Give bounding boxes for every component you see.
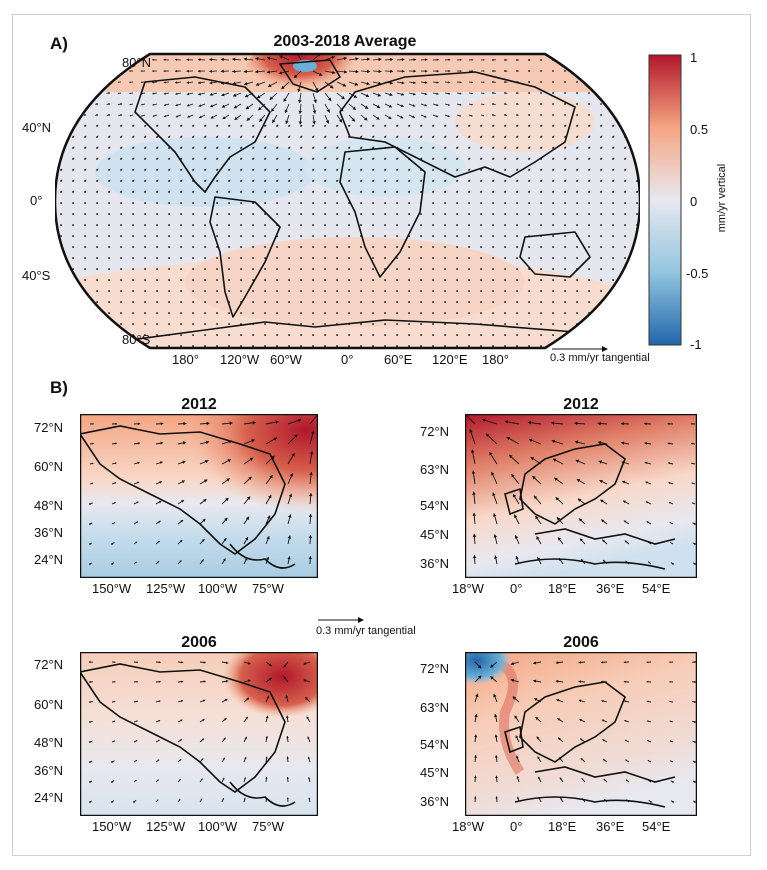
lat-label-40s: 40°S [22,268,51,283]
eu12-lat-54: 54°N [420,498,450,513]
eu12-lon-18w: 18°W [452,581,484,596]
lon-label-0: 0° [341,352,354,367]
na12-lon-125w: 125°W [146,581,186,596]
eu12-lat-45: 45°N [420,527,450,542]
na06-lat-36: 36°N [34,763,64,778]
eu12-lat-36: 36°N [420,556,450,571]
na06-lon-75w: 75°W [252,819,284,834]
na-2012-vector-field [89,414,318,565]
lon-label-60e: 60°E [384,352,413,367]
na12-lat-60: 60°N [34,459,64,474]
na-2012-title: 2012 [181,396,217,413]
eu12-lat-72: 72°N [420,424,450,439]
lat-label-80n: 80°N [122,55,152,70]
eu06-lat-45: 45°N [420,765,450,780]
eu06-lat-36: 36°N [420,794,450,809]
eu06-lat-72: 72°N [420,661,450,676]
eu-2006-title: 2006 [563,634,599,651]
eu06-lon-18w: 18°W [452,819,484,834]
panel-a-title: 2003-2018 Average [273,33,417,50]
lat-label-0: 0° [30,193,43,208]
na-2006-vector-field [89,661,311,803]
eu06-lon-0: 0° [510,819,523,834]
colorbar-tick-neg0.5: -0.5 [686,266,709,281]
na12-lat-24: 24°N [34,552,64,567]
world-map [55,52,640,350]
na12-lon-150w: 150°W [92,581,132,596]
eu12-lat-63: 63°N [420,462,450,477]
lon-label-120e: 120°E [432,352,468,367]
lat-label-40n: 40°N [22,120,52,135]
na06-lat-60: 60°N [34,697,64,712]
legend-arrow-mid [318,617,364,623]
eu12-lon-36e: 36°E [596,581,625,596]
na06-lat-72: 72°N [34,657,64,672]
eu06-lon-36e: 36°E [596,819,625,834]
panel-a-letter: A) [50,34,68,53]
eu06-lon-54e: 54°E [642,819,671,834]
eu-2012-title: 2012 [563,396,599,413]
eu06-lon-18e: 18°E [548,819,577,834]
colorbar-label: mm/yr vertical [716,163,728,233]
colorbar-tick-0.5: 0.5 [690,122,709,137]
colorbar-tick-neg1: -1 [690,337,702,352]
map-na-2006 [80,652,318,816]
map-eu-2012 [465,414,697,578]
na12-lat-72: 72°N [34,420,64,435]
na12-lon-100w: 100°W [198,581,238,596]
figure-frame [12,14,751,856]
na06-lon-150w: 150°W [92,819,132,834]
lon-label-180e: 180° [482,352,509,367]
na06-lat-48: 48°N [34,735,64,750]
legend-arrow-top [552,346,608,352]
lon-label-60w: 60°W [270,352,302,367]
na-2006-title: 2006 [181,634,217,651]
colorbar [648,54,682,346]
na06-lon-125w: 125°W [146,819,186,834]
na06-lat-24: 24°N [34,790,64,805]
colorbar-tick-0: 0 [690,194,698,209]
lon-label-120w: 120°W [220,352,260,367]
colorbar-tick-1: 1 [690,50,698,65]
eu12-lon-18e: 18°E [548,581,577,596]
map-eu-2006 [465,652,697,816]
lon-label-180w: 180° [172,352,199,367]
eu-2012-vector-field [465,414,696,565]
lat-label-80s: 80°S [122,332,151,347]
legend-label-top: 0.3 mm/yr tangential [550,352,650,364]
na06-lon-100w: 100°W [198,819,238,834]
eu12-lon-0: 0° [510,581,523,596]
map-na-2012 [80,414,318,578]
eu-2006-vector-field [474,661,696,803]
eu12-lon-54e: 54°E [642,581,671,596]
na12-lat-48: 48°N [34,498,64,513]
na12-lat-36: 36°N [34,525,64,540]
eu06-lat-54: 54°N [420,737,450,752]
panel-b-letter: B) [50,378,68,397]
na12-lon-75w: 75°W [252,581,284,596]
legend-label-mid: 0.3 mm/yr tangential [316,625,416,637]
eu06-lat-63: 63°N [420,700,450,715]
